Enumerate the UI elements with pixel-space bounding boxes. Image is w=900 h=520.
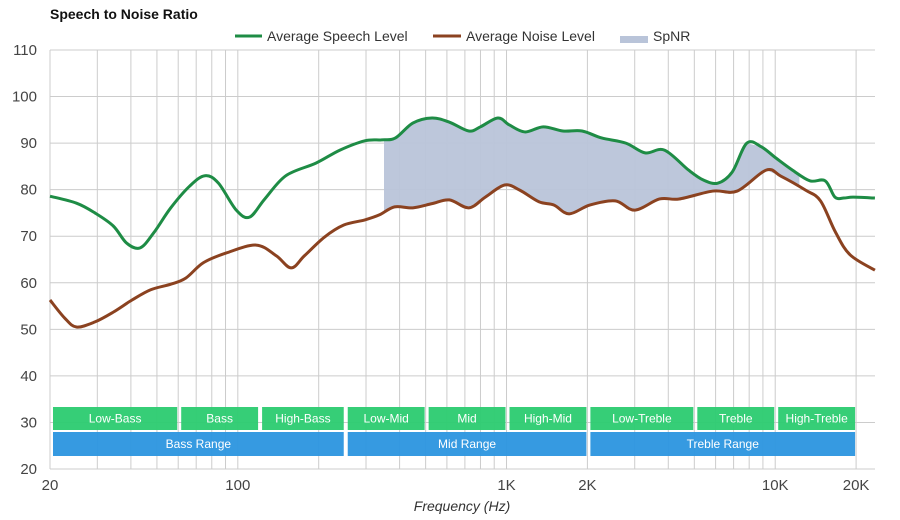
- y-tick-label: 30: [20, 414, 37, 431]
- y-tick-label: 40: [20, 368, 37, 385]
- y-tick-label: 90: [20, 135, 37, 152]
- band-high-bass-label: High-Bass: [275, 412, 330, 426]
- legend-label-noise: Average Noise Level: [466, 28, 595, 44]
- x-tick-label: 1K: [497, 477, 515, 494]
- x-axis-label: Frequency (Hz): [414, 498, 510, 514]
- band-high-treble-label: High-Treble: [786, 412, 849, 426]
- x-axis-ticks: 20 100 1K 2K 10K 20K: [42, 477, 870, 494]
- range-mid-range: [347, 432, 587, 456]
- band-treble: [697, 407, 775, 430]
- y-tick-label: 60: [20, 275, 37, 292]
- band-bass: [181, 407, 259, 430]
- chart-title: Speech to Noise Ratio: [50, 6, 198, 22]
- band-low-mid: [347, 407, 425, 430]
- range-treble-range: [590, 432, 856, 456]
- band-high-mid: [509, 407, 587, 430]
- y-tick-label: 100: [12, 89, 37, 106]
- range-bass-range-label: Bass Range: [166, 437, 232, 451]
- legend-label-speech: Average Speech Level: [267, 28, 408, 44]
- legend-label-spnr: SpNR: [653, 28, 690, 44]
- band-high-bass: [262, 407, 344, 430]
- band-high-treble: [778, 407, 856, 430]
- y-tick-label: 50: [20, 321, 37, 338]
- band-high-mid-label: High-Mid: [524, 412, 572, 426]
- band-bass-label: Bass: [206, 412, 233, 426]
- range-bass-range: [53, 432, 344, 456]
- band-low-treble-label: Low-Treble: [612, 412, 672, 426]
- x-tick-label: 20K: [843, 477, 870, 494]
- x-tick-label: 2K: [578, 477, 596, 494]
- y-tick-label: 110: [13, 42, 37, 59]
- frequency-bands: Low-Bass Bass High-Bass Low-Mid Mid High-Mid L…: [53, 407, 856, 456]
- spnr-area-layer: [384, 118, 800, 214]
- y-tick-label: 20: [20, 461, 37, 478]
- y-axis-ticks: 110 100 90 80 70 60 50 40 30 20: [12, 42, 37, 478]
- grid: [49, 49, 875, 470]
- y-tick-label: 80: [20, 182, 37, 199]
- speech-level-line: [49, 116, 875, 250]
- band-mid: [428, 407, 506, 430]
- band-treble-label: Treble: [719, 412, 753, 426]
- noise-level-line: [48, 168, 876, 329]
- series-lines: [48, 116, 876, 329]
- band-low-bass: [53, 407, 178, 430]
- band-low-mid-label: Low-Mid: [364, 412, 409, 426]
- band-low-treble: [590, 407, 694, 430]
- band-low-bass-label: Low-Bass: [89, 412, 142, 426]
- x-tick-label: 100: [225, 477, 250, 494]
- legend-swatch-spnr: [620, 36, 648, 43]
- x-tick-label: 10K: [762, 477, 789, 494]
- spnr-area: [384, 118, 800, 214]
- x-tick-label: 20: [42, 477, 59, 494]
- y-tick-label: 70: [20, 228, 37, 245]
- band-mid-label: Mid: [457, 412, 476, 426]
- legend: Average Speech Level Average Noise Level…: [235, 28, 690, 44]
- range-treble-range-label: Treble Range: [687, 437, 760, 451]
- range-mid-range-label: Mid Range: [438, 437, 496, 451]
